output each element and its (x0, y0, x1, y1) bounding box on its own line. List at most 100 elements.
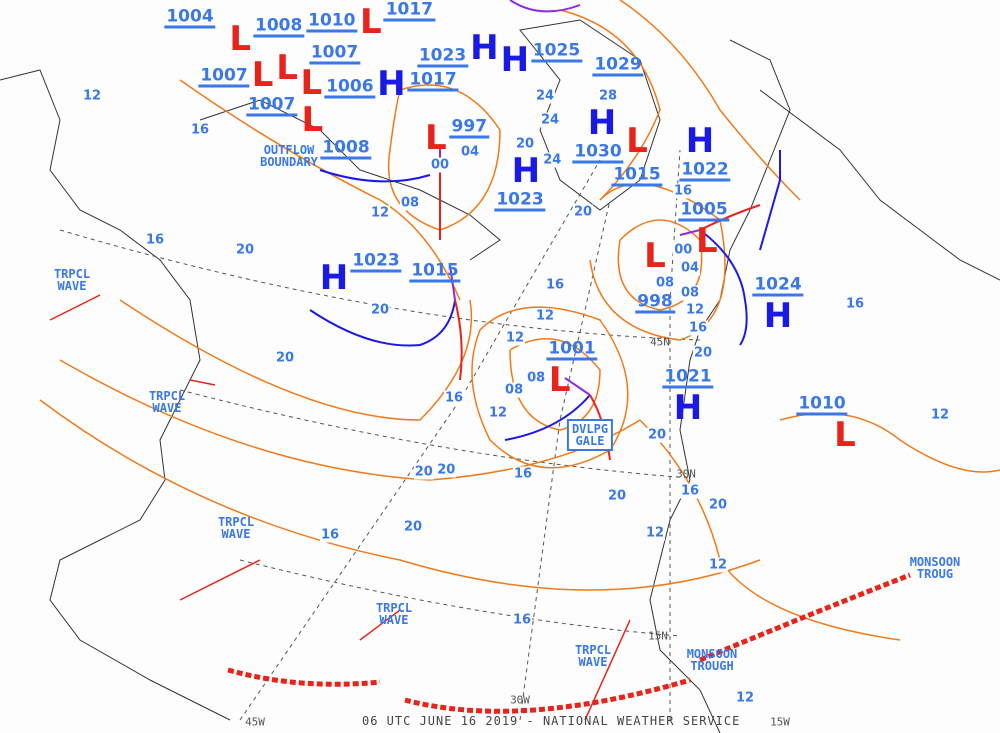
isobar-label: 12 (369, 205, 391, 221)
pressure-value: 1010 (306, 10, 358, 33)
isobar-label: 20 (707, 497, 729, 513)
isobar-label: 12 (504, 330, 526, 346)
isobar-label: 04 (679, 260, 701, 276)
isobar-label: 16 (544, 277, 566, 293)
low-pressure-marker: L (834, 415, 856, 455)
high-pressure-marker: H (511, 150, 541, 191)
isobar-label: 12 (487, 405, 509, 421)
low-pressure-marker: L (301, 99, 324, 140)
low-pressure-marker: L (300, 63, 323, 103)
isobar-label: 12 (707, 557, 729, 573)
isobar-label: 16 (844, 296, 866, 312)
isobar-label: 16 (189, 122, 211, 138)
isobar-label: 20 (234, 242, 256, 258)
isobar-label: 08 (504, 382, 525, 398)
tropical-waves-and-troughs (49, 294, 911, 721)
isobar-label: 16 (511, 612, 533, 628)
isobar-label: 16 (443, 390, 465, 406)
grid-label: 30N (676, 467, 696, 481)
grid-label: 30W (510, 693, 530, 707)
pressure-value: 1005 (678, 199, 730, 222)
pressure-value: 1017 (383, 0, 436, 21)
isobar-label: 28 (597, 88, 619, 104)
low-pressure-marker: L (276, 48, 298, 88)
gale-warning-label: DVLPG GALE (566, 419, 614, 451)
pressure-value: 1007 (198, 65, 250, 88)
grid-label: 45W (245, 715, 265, 729)
pressure-value: 1023 (416, 45, 469, 68)
isobar-label: 12 (644, 525, 666, 541)
grid-label: 15N (648, 629, 668, 643)
pressure-value: 1025 (530, 40, 583, 63)
feature-label: MONSOON TROUG (909, 555, 961, 581)
isobar-label: 12 (534, 308, 556, 324)
isobar-label: 24 (534, 88, 556, 104)
isobar-label: 20 (514, 136, 536, 152)
isobar-label: 24 (542, 152, 563, 168)
pressure-value: 1015 (611, 164, 663, 187)
low-pressure-marker: L (251, 55, 274, 96)
low-pressure-marker: L (695, 220, 718, 261)
pressure-value: 1023 (350, 250, 402, 273)
high-pressure-marker: H (500, 40, 530, 80)
coastlines (0, 19, 1000, 733)
isobar-label: 20 (274, 350, 296, 366)
low-pressure-marker: L (644, 236, 666, 277)
pressure-value: 1004 (164, 6, 216, 29)
low-pressure-marker: L (548, 360, 571, 400)
isobar-label: 16 (144, 232, 166, 248)
pressure-value: 1008 (320, 137, 372, 160)
isobar-label: 20 (606, 488, 628, 504)
isobar-label: 12 (734, 690, 756, 706)
isobar-label: 08 (654, 275, 676, 291)
low-pressure-marker: L (359, 2, 382, 42)
pressure-value: 1001 (546, 338, 598, 361)
pressure-value: 1008 (253, 15, 305, 38)
feature-label: MONSOON TROUGH (686, 647, 738, 673)
isobar-label: 00 (673, 242, 694, 258)
isobar-label: 12 (684, 302, 706, 318)
pressure-value: 1029 (592, 54, 644, 77)
isobar-label: 20 (402, 519, 424, 535)
low-pressure-marker: L (424, 117, 447, 158)
pressure-value: 998 (635, 291, 675, 314)
isobar-label: 16 (672, 183, 694, 199)
cold-fronts (309, 150, 781, 441)
isobar-label: 24 (539, 112, 561, 128)
pressure-value: 1010 (796, 393, 848, 416)
high-pressure-marker: H (319, 258, 349, 298)
feature-label: OUTFLOW BOUNDARY (260, 143, 318, 169)
pressure-value: 1007 (308, 42, 361, 64)
high-pressure-marker: H (673, 387, 703, 428)
isobar-label: 16 (679, 483, 701, 499)
isobar-label: 04 (459, 144, 481, 160)
isobar-label: 08 (399, 195, 421, 211)
isobar-label: 08 (526, 370, 547, 386)
feature-label: TRPCL WAVE (574, 643, 612, 669)
isobar-label: 20 (369, 302, 391, 318)
isobar-label: 20 (436, 462, 457, 478)
isobar-label: 20 (572, 204, 594, 220)
warm-fronts (439, 160, 761, 461)
isobar-label: 20 (646, 427, 668, 443)
isobar-label: 12 (81, 88, 103, 104)
isobar-label: 00 (429, 157, 451, 172)
isobar-label: 16 (319, 527, 341, 543)
low-pressure-marker: L (229, 18, 252, 59)
feature-label: TRPCL WAVE (53, 267, 91, 293)
isobar-label: 20 (692, 345, 714, 361)
high-pressure-marker: H (685, 121, 715, 161)
pressure-value: 1023 (494, 189, 546, 211)
isobar-label: 20 (413, 464, 434, 480)
pressure-value: 1007 (246, 94, 298, 117)
grid-label: 45N (650, 335, 670, 349)
feature-label: TRPCL WAVE (148, 389, 186, 415)
pressure-value: 997 (449, 116, 490, 139)
map-footer: 06 UTC JUNE 16 2019 - NATIONAL WEATHER S… (362, 714, 741, 728)
isobar-label: 12 (929, 407, 951, 423)
isobars (39, 0, 1000, 641)
isobar-label: 08 (679, 285, 701, 301)
pressure-value: 1024 (752, 274, 804, 297)
